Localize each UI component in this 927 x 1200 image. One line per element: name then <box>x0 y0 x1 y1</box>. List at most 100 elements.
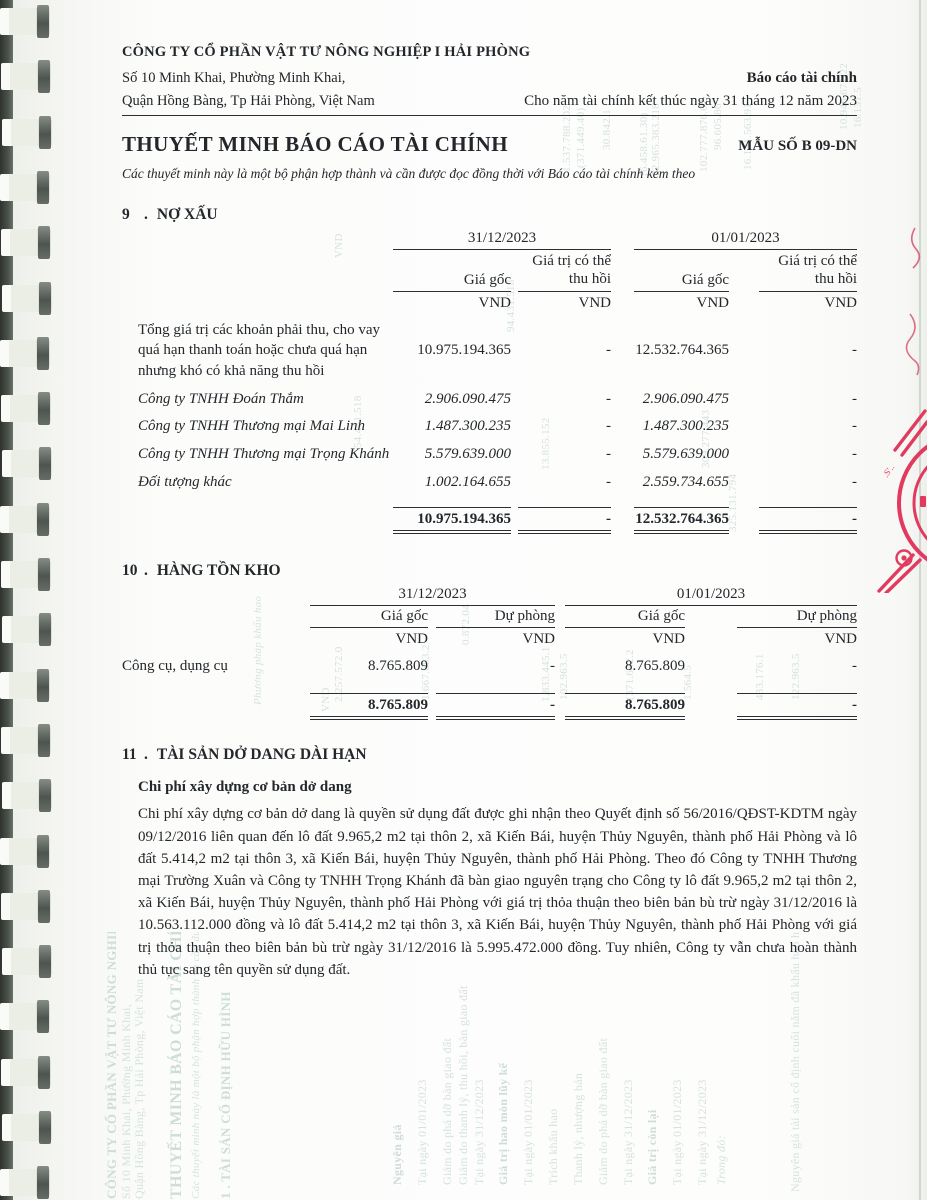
table-row: Đối tượng khác 1.002.164.655 - 2.559.734… <box>122 472 857 493</box>
section-11-heading: 11 . TÀI SẢN DỞ DANG DÀI HẠN <box>122 746 857 764</box>
svg-text:.S'..: .S'.. <box>880 462 896 479</box>
unit-row: VND VND VND VND <box>122 631 858 648</box>
row-label: Tổng giá trị các khoản phải thu, cho vay… <box>138 321 381 379</box>
bleed-text: Giá trị còn lại <box>645 1109 659 1186</box>
col-header-cost-1: Giá gốc <box>310 608 428 629</box>
bleed-text: Quận Hồng Bàng, Tp Hải Phòng, Việt Nam <box>132 978 146 1199</box>
col-header-recoverable-2: Giá trị có thể thu hồi <box>759 252 857 292</box>
binding-tooth <box>1 558 51 591</box>
col-header-cost-1: Giá gốc <box>393 272 511 292</box>
binding-tooth <box>1 392 51 426</box>
section-number: 11 <box>122 746 137 764</box>
binding-tooth <box>2 447 52 481</box>
binding-tooth <box>2 1111 52 1144</box>
bleed-text: Giảm do thanh lý, thu hồi, bàn giao đất <box>456 985 470 1185</box>
unit-vnd: VND <box>696 294 730 311</box>
unit-vnd: VND <box>824 294 858 311</box>
binding-tooth <box>0 502 50 536</box>
unit-vnd: VND <box>522 631 556 648</box>
section-number: 9 <box>122 206 130 223</box>
row-label: Công ty TNHH Đoán Thắm <box>138 390 304 407</box>
bleed-text: Trích khấu hao <box>546 1108 560 1185</box>
unit-vnd: VND <box>478 294 512 311</box>
row-label: Công ty TNHH Thương mại Mai Linh <box>138 418 366 435</box>
unit-vnd: VND <box>652 631 686 648</box>
section-dot: . <box>144 746 148 764</box>
bleed-text: CÔNG TY CỔ PHẦN VẬT TƯ NÔNG NGHIỆP I HẢI… <box>104 932 119 1199</box>
report-label: Báo cáo tài chính <box>746 70 857 86</box>
bleed-text: Tại ngày 01/01/2023 <box>521 1079 535 1185</box>
section-10-heading: 10 . HÀNG TỒN KHO <box>122 562 857 580</box>
form-number: MẪU SỐ B 09-DN <box>738 138 857 154</box>
unit-row: VND VND VND VND <box>122 294 858 312</box>
page-edge <box>919 0 921 1200</box>
section-title: NỢ XẤU <box>156 206 218 223</box>
company-name: CÔNG TY CỔ PHẦN VẬT TƯ NÔNG NGHIỆP I HẢI… <box>122 44 531 60</box>
document-title: THUYẾT MINH BÁO CÁO TÀI CHÍNH <box>122 132 508 156</box>
binding-tooth <box>2 281 52 315</box>
binding-tooth <box>1 1055 51 1089</box>
binding-tooth <box>0 5 50 38</box>
bleed-text: 1 . TÀI SẢN CỐ ĐỊNH HỮU HÌNH <box>218 991 233 1199</box>
bleed-text: Giảm do phá dỡ bàn giao đất <box>440 1037 454 1185</box>
group-header-row: 31/12/2023 01/01/2023 <box>122 586 857 607</box>
col-header-cost-2: Giá gốc <box>634 272 729 292</box>
binding-tooth <box>2 613 52 647</box>
binding-tooth <box>0 1000 50 1034</box>
group-header-row: 31/12/2023 01/01/2023 <box>122 230 857 250</box>
notes-disclaimer: Các thuyết minh này là một bộ phận hợp t… <box>122 166 696 181</box>
section-dot: . <box>144 562 148 580</box>
bleed-text: Tại ngày 31/12/2023 <box>695 1079 709 1185</box>
table-row: Công cụ, dụng cụ 8.765.809 - 8.765.809 - <box>122 658 857 675</box>
unit-vnd: VND <box>824 631 858 648</box>
sub-header-row: Giá gốc Giá trị có thể thu hồi Giá gốc G… <box>122 252 857 292</box>
col-header-recoverable-1: Giá trị có thể thu hồi <box>518 252 611 292</box>
col-header-cost-2: Giá gốc <box>565 608 685 629</box>
inventory-table: 31/12/2023 01/01/2023 Giá gốc Dự phòng G… <box>122 586 858 721</box>
table-row: Tổng giá trị các khoản phải thu, cho vay… <box>122 320 857 382</box>
col-group-date-2: 01/01/2023 <box>565 586 857 607</box>
section-title: HÀNG TỒN KHO <box>156 562 281 580</box>
col-group-date-1: 31/12/2023 <box>393 230 611 250</box>
binding-tooth <box>2 779 52 813</box>
bleed-text: Tại ngày 31/12/2023 <box>472 1079 486 1185</box>
binding-tooth <box>0 336 50 370</box>
row-label: Công cụ, dụng cụ <box>122 658 228 675</box>
unit-vnd: VND <box>578 294 612 311</box>
sub-header-row: Giá gốc Dự phòng Giá gốc Dự phòng <box>122 608 857 629</box>
table-row: Công ty TNHH Thương mại Mai Linh 1.487.3… <box>122 416 857 437</box>
binding-tooth <box>0 1166 50 1200</box>
bleed-text: Nguyên giá <box>390 1124 404 1185</box>
subsection-title: Chi phí xây dựng cơ bản dở dang <box>138 779 352 796</box>
company-address: Số 10 Minh Khai, Phường Minh Khai, Quận … <box>122 67 375 112</box>
section-dot: . <box>144 206 148 223</box>
bleed-text: Giảm do phá dỡ bàn giao đất <box>596 1037 610 1185</box>
total-row: 10.975.194.365 - 12.532.764.365 - <box>122 507 857 535</box>
header-row: Số 10 Minh Khai, Phường Minh Khai, Quận … <box>122 67 857 116</box>
document-content: CÔNG TY CỔ PHẦN VẬT TƯ NÔNG NGHIỆP I HẢI… <box>122 0 857 981</box>
period-label: Cho năm tài chính kết thúc ngày 31 tháng… <box>524 92 857 109</box>
unit-vnd: VND <box>395 631 429 648</box>
binding-tooth <box>2 115 52 149</box>
cip-paragraph: Chi phí xây dựng cơ bản dở dang là quyền… <box>138 806 857 978</box>
section-title: TÀI SẢN DỞ DANG DÀI HẠN <box>156 746 367 764</box>
col-header-provision-2: Dự phòng <box>737 608 857 629</box>
bleed-text: Thanh lý, nhượng bán <box>571 1072 585 1185</box>
bleed-text: Tại ngày 31/12/2023 <box>621 1079 635 1185</box>
address-line-1: Số 10 Minh Khai, Phường Minh Khai, <box>122 70 346 87</box>
binding-tooth <box>1 889 51 923</box>
row-label: Công ty TNHH Thương mại Trọng Khánh <box>138 446 390 463</box>
report-header-right: Báo cáo tài chính Cho năm tài chính kết … <box>524 67 857 112</box>
bad-debts-table: 31/12/2023 01/01/2023 Giá gốc Giá trị có… <box>122 230 858 535</box>
binding-tooth <box>0 834 50 868</box>
table-row: Công ty TNHH Đoán Thắm 2.906.090.475 - 2… <box>122 389 857 410</box>
binding-tooth <box>0 668 50 702</box>
binding-tooth <box>0 170 50 204</box>
bleed-text: Trong đó: <box>714 1135 728 1185</box>
title-row: THUYẾT MINH BÁO CÁO TÀI CHÍNH MẪU SỐ B 0… <box>122 132 857 157</box>
table-row: Công ty TNHH Thương mại Trọng Khánh 5.57… <box>122 444 857 465</box>
binding-tooth <box>1 723 51 757</box>
section-number: 10 <box>122 562 138 580</box>
col-group-date-1: 31/12/2023 <box>310 586 555 607</box>
